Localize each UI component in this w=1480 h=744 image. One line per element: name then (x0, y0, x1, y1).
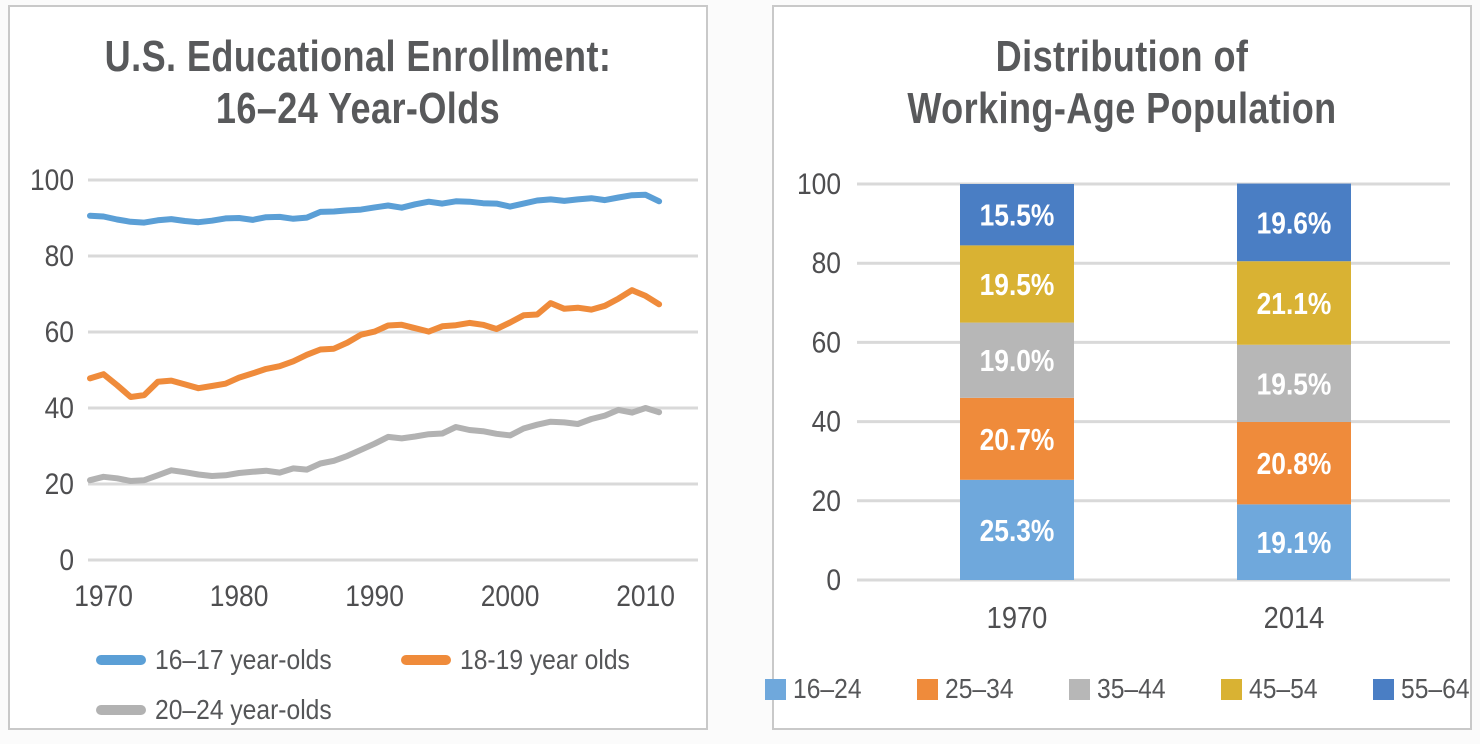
bar-segment-35-44 (960, 322, 1074, 398)
bar-value-label: 19.0% (980, 344, 1055, 378)
right-chart-title-line2: Working-Age Population (907, 83, 1337, 133)
legend-label: 35–44 (1097, 673, 1166, 704)
bar-segment-55-64 (1237, 183, 1351, 262)
x-axis-tick-label: 2010 (616, 578, 675, 612)
enrollment-line-chart: 0 20 40 60 80 100 1970 1980 1990 2000 2010 (30, 162, 698, 612)
bar-segment-35-44 (1237, 344, 1351, 422)
legend-item: 55–64 (1372, 673, 1479, 705)
legend-square-swatch-icon (1220, 678, 1242, 700)
legend-label: 16–17 year-olds (155, 644, 332, 675)
y-axis-tick-label: 40 (45, 390, 74, 424)
legend-line-swatch-icon (401, 655, 451, 665)
bar-segment-45-54 (960, 245, 1074, 323)
legend-label: 18-19 year olds (460, 644, 630, 675)
x-axis-tick-label: 2000 (481, 578, 540, 612)
legend-item: 35–44 (1069, 673, 1175, 705)
x-axis-tick-label: 1990 (345, 578, 404, 612)
series-line-20-24-year-olds (87, 405, 663, 484)
enrollment-chart-panel: 0 20 40 60 80 100 1970 1980 1990 2000 2010 U.S. Ed… (8, 5, 708, 730)
y-axis-tick-label: 0 (59, 542, 74, 576)
category-label: 1970 (987, 601, 1048, 635)
y-axis-tick-label: 100 (797, 166, 841, 200)
legend-item: 45–54 (1220, 673, 1327, 705)
left-chart-title-line2: 16–24 Year-Olds (215, 83, 501, 133)
distribution-stacked-bar-chart: 0 20 40 60 80 100 25.3% 20.7% 19.0% 19.5% 15.5% 197… (797, 166, 1450, 635)
distribution-chart-panel: 0 20 40 60 80 100 25.3% 20.7% 19.0% 19.5% 15.5% 197… (765, 5, 1472, 730)
bar-value-label: 19.5% (980, 268, 1055, 302)
legend-row: 20–24 year-olds (96, 685, 706, 735)
right-chart-title: Distribution of Working-Age Population (837, 31, 1408, 135)
left-chart-title: U.S. Educational Enrollment: 16–24 Year-… (73, 31, 644, 135)
y-axis-tick-label: 80 (812, 246, 841, 280)
bar-chart-legend: 16–24 25–34 35–44 45–54 55–64 (765, 673, 1470, 705)
bar-value-label: 19.5% (1257, 367, 1332, 401)
bar-value-label: 19.1% (1257, 526, 1332, 560)
legend-item: 18-19 year olds (401, 644, 706, 676)
right-chart-title-line1: Distribution of (995, 32, 1249, 81)
y-axis-tick-label: 100 (30, 162, 74, 196)
line-chart-legend: 16–17 year-olds 18-19 year olds 20–24 year… (10, 635, 706, 735)
legend-square-swatch-icon (765, 678, 787, 700)
legend-line-swatch-icon (96, 705, 146, 715)
left-chart-title-line1: U.S. Educational Enrollment: (104, 32, 612, 81)
bar-segment-45-54 (1237, 261, 1351, 345)
bar-segment-25-34 (960, 397, 1074, 480)
y-axis-tick-label: 60 (45, 314, 74, 348)
bar-segment-55-64 (960, 184, 1074, 246)
category-label: 2014 (1264, 601, 1325, 635)
y-axis-tick-label: 60 (812, 325, 841, 359)
legend-label: 20–24 year-olds (155, 694, 332, 725)
legend-line-swatch-icon (96, 655, 146, 665)
y-axis-tick-label: 80 (45, 238, 74, 272)
series-line-18-19-year-olds (87, 287, 663, 400)
y-axis-tick-label: 0 (826, 562, 841, 596)
y-axis-tick-label: 40 (812, 404, 841, 438)
legend-item: 16–17 year-olds (96, 644, 401, 676)
bar-value-label: 20.7% (980, 423, 1055, 457)
y-axis-tick-label: 20 (812, 483, 841, 517)
x-axis-tick-label: 1970 (74, 578, 133, 612)
bar-value-label: 21.1% (1257, 287, 1332, 321)
legend-item: 16–24 (765, 673, 871, 705)
y-axis-tick-label: 20 (45, 466, 74, 500)
legend-label: 16–24 (793, 673, 862, 704)
bar-value-label: 19.6% (1257, 206, 1332, 240)
legend-square-swatch-icon (917, 678, 939, 700)
legend-label: 45–54 (1248, 673, 1318, 704)
legend-row: 16–17 year-olds 18-19 year olds (96, 635, 706, 685)
legend-label: 55–64 (1400, 673, 1470, 704)
series-line-16-17-year-olds (87, 191, 663, 226)
bar-segment-16-24 (1237, 504, 1351, 580)
bar-value-label: 15.5% (980, 199, 1055, 233)
legend-item: 20–24 year-olds (96, 694, 401, 726)
bar-segment-16-24 (960, 479, 1074, 580)
x-axis-tick-label: 1980 (210, 578, 269, 612)
bar-segment-25-34 (1237, 421, 1351, 505)
legend-square-swatch-icon (1069, 678, 1091, 700)
bar-value-label: 20.8% (1257, 447, 1332, 481)
legend-square-swatch-icon (1372, 678, 1394, 700)
bar-value-label: 25.3% (980, 514, 1055, 548)
legend-label: 25–34 (945, 673, 1014, 704)
legend-item: 25–34 (917, 673, 1023, 705)
